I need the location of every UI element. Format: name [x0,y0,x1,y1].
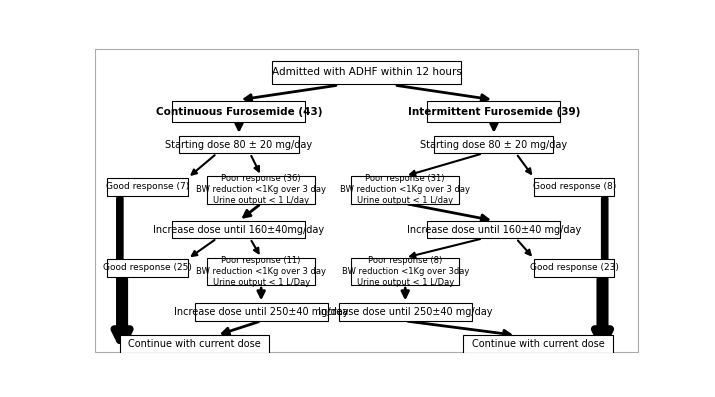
Text: Continuous Furosemide (43): Continuous Furosemide (43) [156,107,322,117]
FancyBboxPatch shape [172,221,305,238]
FancyBboxPatch shape [207,176,315,204]
FancyBboxPatch shape [107,259,188,277]
Text: Continue with current dose: Continue with current dose [472,339,605,349]
FancyBboxPatch shape [351,258,459,285]
Text: Increase dose until 250±40 mg/day: Increase dose until 250±40 mg/day [318,307,493,317]
Text: Poor response (8)
BW reduction <1Kg over 3day
Urine output < 1 L/Day: Poor response (8) BW reduction <1Kg over… [342,256,469,287]
Text: Good response (23): Good response (23) [530,263,618,272]
Text: Starting dose 80 ± 20 mg/day: Starting dose 80 ± 20 mg/day [165,139,312,150]
Text: Poor response (36)
BW reduction <1Kg over 3 day
Urine output < 1 L/day: Poor response (36) BW reduction <1Kg ove… [196,174,326,205]
FancyBboxPatch shape [172,102,305,122]
Text: Intermittent Furosemide (39): Intermittent Furosemide (39) [408,107,580,117]
FancyBboxPatch shape [534,178,614,196]
FancyBboxPatch shape [207,258,315,285]
Text: Good response (8): Good response (8) [533,182,616,191]
Text: Continue with current dose: Continue with current dose [128,339,261,349]
FancyBboxPatch shape [534,259,614,277]
Text: Increase dose until 250±40 mg/day: Increase dose until 250±40 mg/day [174,307,348,317]
FancyBboxPatch shape [428,221,561,238]
FancyBboxPatch shape [434,136,553,153]
Text: Increase dose until 160±40mg/day: Increase dose until 160±40mg/day [154,225,325,235]
Text: Good response (25): Good response (25) [103,263,192,272]
Text: Good response (7): Good response (7) [106,182,189,191]
FancyBboxPatch shape [120,335,270,353]
FancyBboxPatch shape [463,335,613,353]
FancyBboxPatch shape [194,303,327,321]
FancyBboxPatch shape [107,178,188,196]
Text: Starting dose 80 ± 20 mg/day: Starting dose 80 ± 20 mg/day [420,139,568,150]
FancyBboxPatch shape [351,176,459,204]
FancyBboxPatch shape [272,61,460,83]
FancyBboxPatch shape [179,136,299,153]
FancyBboxPatch shape [339,303,472,321]
Text: Admitted with ADHF within 12 hours: Admitted with ADHF within 12 hours [272,67,461,77]
Text: Poor response (31)
BW reduction <1Kg over 3 day
Urine output < 1 L/day: Poor response (31) BW reduction <1Kg ove… [340,174,470,205]
Text: Poor response (11)
BW reduction <1Kg over 3 day
Urine output < 1 L/Day: Poor response (11) BW reduction <1Kg ove… [196,256,326,287]
FancyBboxPatch shape [428,102,561,122]
Text: Increase dose until 160±40 mg/day: Increase dose until 160±40 mg/day [407,225,581,235]
